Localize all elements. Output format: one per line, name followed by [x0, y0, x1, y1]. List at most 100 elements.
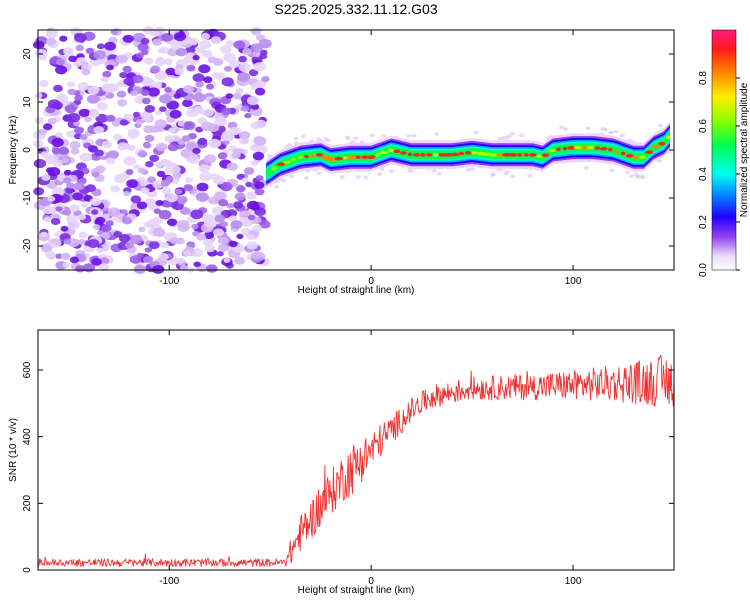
noise-blob	[213, 175, 226, 185]
ridge-band	[266, 131, 670, 179]
noise-blob	[137, 42, 149, 51]
noise-blob	[203, 218, 216, 228]
noise-blob	[152, 180, 164, 189]
noise-blob	[133, 264, 147, 274]
noise-blob	[164, 86, 173, 93]
noise-blob	[77, 213, 87, 221]
ridge-core	[587, 145, 595, 150]
noise-blob	[246, 241, 258, 250]
chart-title: S225.2025.332.11.12.G03	[274, 1, 437, 17]
noise-blob	[233, 40, 246, 50]
noise-blob	[113, 231, 123, 238]
ridge-core	[361, 155, 368, 159]
noise-blob	[175, 48, 188, 57]
noise-blob	[104, 41, 116, 51]
noise-blob	[98, 89, 106, 96]
noise-blob	[156, 170, 166, 178]
noise-blob	[129, 234, 143, 245]
noise-blob	[154, 161, 163, 168]
spectrogram-x-ticks: -100 0 100	[159, 30, 582, 287]
noise-blob	[110, 185, 121, 193]
noise-blob	[66, 130, 76, 138]
noise-blob	[239, 216, 249, 225]
noise-blob	[100, 76, 109, 83]
ridge-halo	[355, 175, 361, 179]
noise-blob	[47, 196, 56, 202]
ridge-halo	[293, 136, 299, 141]
noise-blob	[166, 100, 179, 110]
noise-blob	[75, 44, 85, 52]
noise-blob	[43, 216, 52, 223]
noise-blob	[53, 84, 63, 92]
noise-blob	[143, 57, 154, 65]
ridge-halo	[411, 133, 417, 138]
noise-blob	[160, 241, 169, 249]
ridge-core	[320, 155, 331, 160]
noise-blob	[216, 251, 224, 257]
ridge-halo	[436, 171, 442, 176]
noise-blob	[218, 199, 229, 207]
noise-blob	[190, 209, 204, 220]
noise-blob	[55, 65, 68, 75]
ridge-core	[393, 149, 401, 154]
noise-blob	[170, 237, 180, 245]
noise-blob	[193, 261, 201, 268]
noise-blob	[91, 171, 100, 178]
noise-blob	[107, 150, 119, 160]
noise-blob	[220, 45, 232, 54]
noise-blob	[64, 104, 77, 114]
snr-x-ticks: -100 0 100	[159, 330, 582, 587]
ridge-halo	[289, 174, 294, 179]
noise-blob	[192, 55, 200, 61]
noise-blob	[200, 121, 214, 132]
noise-blob	[235, 87, 244, 95]
y-tick-label: 0	[22, 147, 33, 153]
ridge-halo	[633, 172, 639, 177]
ridge-core	[523, 153, 529, 157]
noise-blob	[70, 148, 80, 155]
noise-blob	[163, 58, 173, 65]
ridge-halo	[609, 168, 615, 173]
y-tick-label: 200	[22, 495, 33, 512]
noise-blob	[101, 83, 114, 93]
noise-blob	[155, 142, 168, 152]
noise-blob	[141, 114, 152, 122]
colorbar-tick-label: 0.0	[698, 263, 709, 277]
ridge-halo	[434, 132, 440, 136]
noise-blob	[89, 197, 102, 206]
ridge-core	[459, 151, 464, 156]
noise-blob	[136, 201, 148, 210]
noise-blob	[52, 159, 63, 167]
noise-blob	[250, 160, 259, 166]
noise-blob	[254, 119, 267, 129]
ridge-core	[509, 153, 518, 157]
snr-y-label: SNR (10 * v/v)	[8, 418, 19, 482]
ridge-core	[489, 153, 498, 157]
ridge-halo	[353, 136, 359, 141]
ridge-halo	[563, 127, 569, 131]
noise-blob	[96, 102, 108, 111]
x-tick-label: 100	[565, 576, 582, 587]
ridge-core	[426, 153, 433, 157]
noise-blob	[234, 256, 245, 265]
ridge-core	[517, 153, 523, 157]
ridge-core	[283, 160, 291, 164]
noise-blob	[169, 109, 182, 119]
noise-blob	[66, 182, 75, 189]
noise-blob	[144, 78, 155, 86]
noise-blob	[158, 252, 169, 261]
noise-blob	[246, 96, 260, 106]
noise-blob	[239, 131, 251, 140]
noise-blob	[241, 177, 249, 183]
noise-blob	[155, 200, 164, 206]
noise-blob	[217, 152, 228, 160]
noise-blob	[177, 220, 190, 229]
noise-blob	[85, 184, 96, 193]
noise-blob	[247, 214, 256, 221]
ridge-halo	[406, 134, 412, 138]
noise-blob	[152, 227, 166, 237]
noise-blob	[183, 184, 193, 192]
ridge-core	[496, 153, 505, 157]
ridge-halo	[490, 172, 496, 177]
noise-blob	[218, 243, 229, 252]
